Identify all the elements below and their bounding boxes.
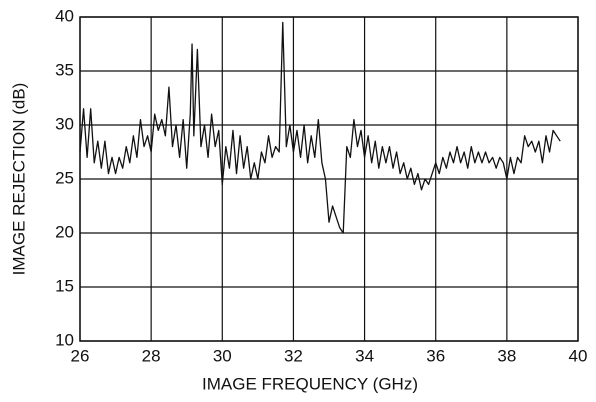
x-tick-label: 34 <box>355 346 374 365</box>
x-tick-label: 28 <box>142 346 161 365</box>
y-tick-label: 25 <box>55 168 74 187</box>
x-tick-label: 30 <box>213 346 232 365</box>
x-tick-label: 26 <box>71 346 90 365</box>
data-line <box>79 21 561 234</box>
x-tick-label: 40 <box>569 346 588 365</box>
y-tick-label: 15 <box>55 276 74 295</box>
x-tick-label: 36 <box>426 346 445 365</box>
y-tick-label: 35 <box>55 60 74 79</box>
x-tick-label: 38 <box>497 346 516 365</box>
y-tick-label: 40 <box>55 6 74 25</box>
plot-frame <box>79 16 579 342</box>
y-tick-label: 30 <box>55 114 74 133</box>
x-axis-label: IMAGE FREQUENCY (GHz) <box>202 374 418 393</box>
y-axis-label: IMAGE REJECTION (dB) <box>9 83 28 276</box>
y-tick-label: 10 <box>55 330 74 349</box>
y-tick-label: 20 <box>55 222 74 241</box>
x-tick-label: 32 <box>284 346 303 365</box>
